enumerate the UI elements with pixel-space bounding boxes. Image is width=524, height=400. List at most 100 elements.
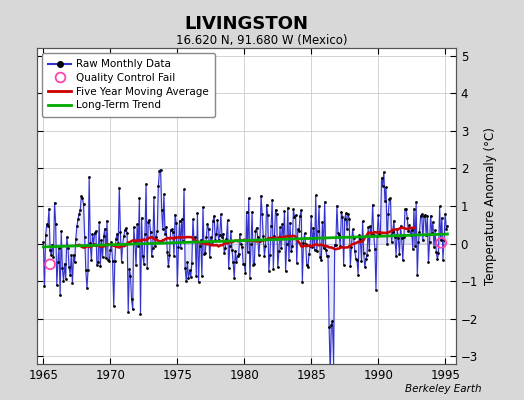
Point — [295, 228, 303, 234]
Point — [185, 267, 194, 274]
Point — [314, 228, 322, 234]
Point — [229, 259, 237, 266]
Point — [60, 260, 69, 267]
Point — [83, 285, 91, 292]
Text: Berkeley Earth: Berkeley Earth — [406, 384, 482, 394]
Point — [405, 222, 413, 228]
Point — [318, 219, 326, 225]
Point — [247, 240, 255, 247]
Point — [272, 211, 281, 217]
Point — [287, 248, 296, 254]
Point — [260, 252, 269, 259]
Point — [75, 211, 83, 218]
Point — [270, 232, 279, 239]
Point — [46, 261, 54, 268]
Point — [195, 242, 204, 249]
Point — [192, 273, 201, 279]
Point — [215, 232, 224, 239]
Point — [375, 231, 384, 238]
Point — [423, 212, 431, 219]
Point — [386, 195, 395, 201]
Point — [310, 247, 319, 254]
Point — [208, 239, 216, 245]
Point — [112, 236, 120, 242]
Point — [363, 252, 371, 258]
Point — [147, 253, 156, 259]
Point — [108, 258, 117, 264]
Point — [276, 224, 284, 231]
Point — [424, 258, 433, 265]
Point — [269, 266, 278, 272]
Point — [63, 234, 71, 240]
Point — [39, 239, 48, 246]
Point — [401, 206, 409, 212]
Point — [413, 272, 421, 278]
Point — [420, 212, 428, 219]
Point — [285, 257, 293, 263]
Point — [427, 212, 435, 219]
Point — [228, 247, 236, 254]
Point — [64, 245, 72, 251]
Point — [158, 207, 166, 214]
Point — [256, 238, 264, 244]
Point — [194, 278, 203, 285]
Point — [187, 274, 195, 280]
Point — [149, 244, 157, 251]
Point — [159, 226, 167, 232]
Point — [42, 221, 51, 228]
Point — [238, 244, 246, 250]
Point — [244, 248, 252, 255]
Point — [210, 213, 219, 219]
Point — [198, 273, 206, 279]
Point — [211, 236, 220, 243]
Point — [145, 217, 154, 223]
Point — [333, 202, 341, 209]
Point — [290, 214, 299, 220]
Point — [86, 240, 94, 246]
Point — [352, 256, 360, 262]
Point — [366, 223, 375, 230]
Point — [174, 244, 183, 250]
Point — [421, 212, 429, 218]
Point — [240, 261, 248, 267]
Point — [350, 234, 358, 241]
Point — [170, 253, 178, 259]
Point — [220, 250, 228, 256]
Point — [325, 324, 333, 331]
Point — [223, 217, 232, 224]
Point — [254, 234, 262, 240]
Point — [286, 220, 294, 226]
Point — [241, 270, 249, 276]
Point — [412, 198, 420, 205]
Point — [183, 259, 192, 266]
Point — [146, 228, 155, 235]
Point — [359, 250, 368, 256]
Point — [189, 216, 197, 222]
Point — [249, 262, 257, 268]
Point — [110, 303, 118, 309]
Point — [126, 272, 135, 279]
Point — [357, 258, 366, 265]
Point — [239, 260, 247, 267]
Point — [132, 262, 140, 268]
Point — [442, 225, 451, 232]
Point — [61, 276, 70, 282]
Point — [356, 236, 365, 242]
Point — [358, 218, 367, 224]
Point — [96, 263, 104, 269]
Point — [69, 252, 78, 258]
Point — [327, 321, 335, 328]
Point — [411, 243, 419, 249]
Point — [425, 239, 434, 245]
Point — [302, 262, 311, 269]
Point — [324, 252, 332, 259]
Point — [144, 219, 152, 226]
Point — [193, 210, 202, 216]
Point — [399, 257, 407, 263]
Point — [118, 241, 127, 248]
Point — [236, 231, 244, 238]
Point — [374, 212, 383, 218]
Point — [93, 261, 101, 268]
Point — [129, 224, 138, 230]
Point — [436, 237, 445, 244]
